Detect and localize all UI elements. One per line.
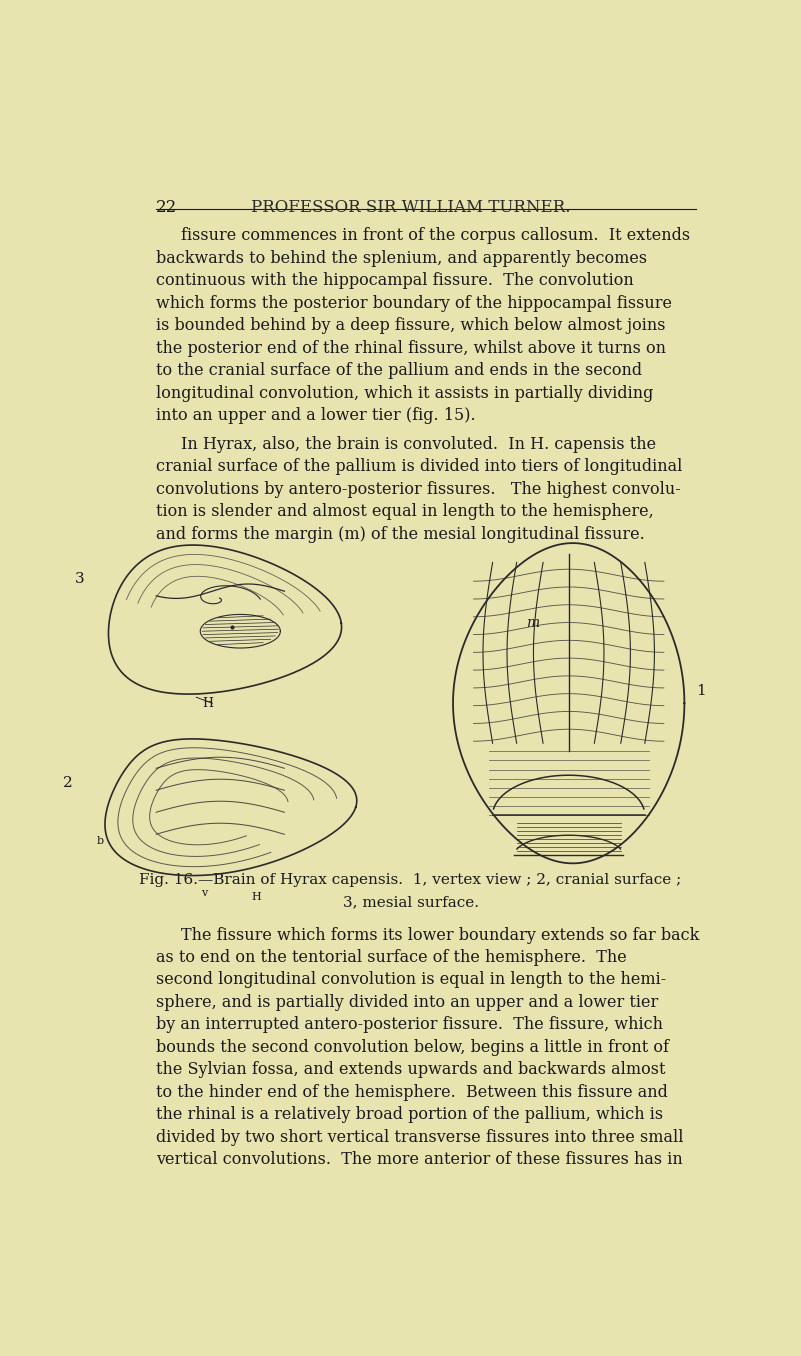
Text: In Hyrax, also, the brain is convoluted.  In H. capensis the: In Hyrax, also, the brain is convoluted.… <box>181 435 656 453</box>
Text: PROFESSOR SIR WILLIAM TURNER.: PROFESSOR SIR WILLIAM TURNER. <box>251 199 570 216</box>
Text: v: v <box>201 888 207 898</box>
Text: and forms the margin (m) of the mesial longitudinal fissure.: and forms the margin (m) of the mesial l… <box>156 526 645 542</box>
Text: H: H <box>252 892 261 902</box>
Text: second longitudinal convolution is equal in length to the hemi-: second longitudinal convolution is equal… <box>156 971 666 989</box>
Text: 22: 22 <box>156 199 177 216</box>
Text: which forms the posterior boundary of the hippocampal fissure: which forms the posterior boundary of th… <box>156 294 672 312</box>
Text: 2: 2 <box>63 776 73 791</box>
Text: to the cranial surface of the pallium and ends in the second: to the cranial surface of the pallium an… <box>156 362 642 380</box>
Text: the Sylvian fossa, and extends upwards and backwards almost: the Sylvian fossa, and extends upwards a… <box>156 1062 666 1078</box>
Text: divided by two short vertical transverse fissures into three small: divided by two short vertical transverse… <box>156 1128 683 1146</box>
Text: fissure commences in front of the corpus callosum.  It extends: fissure commences in front of the corpus… <box>181 228 690 244</box>
Text: vertical convolutions.  The more anterior of these fissures has in: vertical convolutions. The more anterior… <box>156 1151 682 1168</box>
Text: backwards to behind the splenium, and apparently becomes: backwards to behind the splenium, and ap… <box>156 250 647 267</box>
Text: 3, mesial surface.: 3, mesial surface. <box>343 895 478 909</box>
Text: cranial surface of the pallium is divided into tiers of longitudinal: cranial surface of the pallium is divide… <box>156 458 682 475</box>
Text: convolutions by antero-posterior fissures.   The highest convolu-: convolutions by antero-posterior fissure… <box>156 480 681 498</box>
Text: the posterior end of the rhinal fissure, whilst above it turns on: the posterior end of the rhinal fissure,… <box>156 340 666 357</box>
Text: by an interrupted antero-posterior fissure.  The fissure, which: by an interrupted antero-posterior fissu… <box>156 1017 663 1033</box>
Text: 3: 3 <box>75 572 85 586</box>
Text: longitudinal convolution, which it assists in partially dividing: longitudinal convolution, which it assis… <box>156 385 654 401</box>
Text: The fissure which forms its lower boundary extends so far back: The fissure which forms its lower bounda… <box>181 926 699 944</box>
Text: as to end on the tentorial surface of the hemisphere.  The: as to end on the tentorial surface of th… <box>156 949 626 965</box>
Text: m: m <box>526 616 539 631</box>
Text: b: b <box>97 837 103 846</box>
Text: bounds the second convolution below, begins a little in front of: bounds the second convolution below, beg… <box>156 1039 669 1056</box>
Text: into an upper and a lower tier (fig. 15).: into an upper and a lower tier (fig. 15)… <box>156 407 476 424</box>
Text: tion is slender and almost equal in length to the hemisphere,: tion is slender and almost equal in leng… <box>156 503 654 521</box>
Text: 1: 1 <box>696 685 706 698</box>
Text: H: H <box>203 697 214 709</box>
Text: sphere, and is partially divided into an upper and a lower tier: sphere, and is partially divided into an… <box>156 994 658 1012</box>
Text: the rhinal is a relatively broad portion of the pallium, which is: the rhinal is a relatively broad portion… <box>156 1106 663 1123</box>
Text: continuous with the hippocampal fissure.  The convolution: continuous with the hippocampal fissure.… <box>156 273 634 289</box>
Text: is bounded behind by a deep fissure, which below almost joins: is bounded behind by a deep fissure, whi… <box>156 317 666 334</box>
Text: Fig. 16.—Brain of Hyrax capensis.  1, vertex view ; 2, cranial surface ;: Fig. 16.—Brain of Hyrax capensis. 1, ver… <box>139 873 682 887</box>
Text: to the hinder end of the hemisphere.  Between this fissure and: to the hinder end of the hemisphere. Bet… <box>156 1083 668 1101</box>
